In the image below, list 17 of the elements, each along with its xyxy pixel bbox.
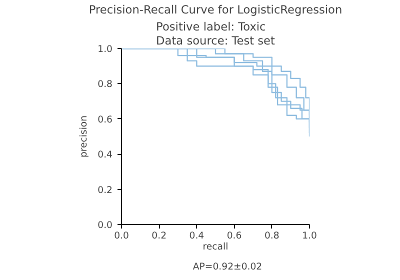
x-tick-label: 0.2 bbox=[152, 230, 167, 242]
y-tick-label: 0.8 bbox=[98, 79, 113, 90]
x-axis-title: recall bbox=[202, 242, 228, 252]
x-tick-label: 1.0 bbox=[302, 230, 317, 242]
text: AP=0.92±0.02 bbox=[192, 262, 262, 272]
y-axis-title: precision bbox=[78, 115, 90, 158]
y-tick-label: 1.0 bbox=[98, 44, 113, 55]
y-tick-label: 0.0 bbox=[98, 220, 113, 231]
chart-title: Precision-Recall Curve for LogisticRegression bbox=[88, 2, 342, 16]
x-tick-label: 0.0 bbox=[114, 230, 129, 242]
y-tick-label: 0.4 bbox=[98, 150, 113, 161]
y-tick-label: 0.2 bbox=[98, 184, 113, 196]
y-tick-label: 0.6 bbox=[98, 114, 113, 126]
x-tick-label: 0.6 bbox=[226, 230, 242, 242]
x-tick-label: 0.4 bbox=[189, 230, 204, 242]
x-tick-label: 0.8 bbox=[264, 230, 280, 242]
chart-subtitle: Positive label: Toxic Data source: Test set bbox=[156, 20, 276, 48]
